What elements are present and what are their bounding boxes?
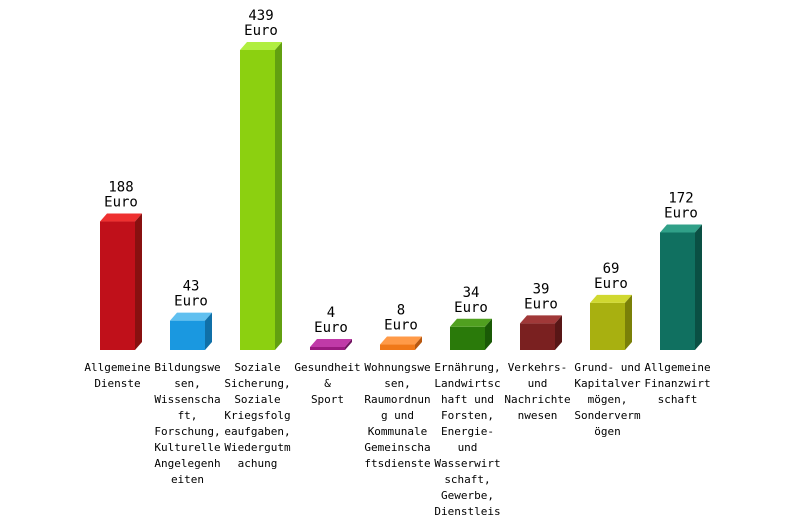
bar-side — [415, 336, 422, 350]
data-label: 39 — [533, 281, 550, 297]
category-label: Finanzwirt — [644, 377, 710, 390]
category-label: ft, — [178, 409, 198, 422]
bar-top — [170, 312, 212, 321]
category-label: Landwirtsc — [434, 377, 500, 390]
category-label: Wasserwirt — [434, 457, 500, 470]
data-label: 188 — [108, 180, 133, 196]
category-label: und — [458, 441, 478, 454]
bar-top — [520, 315, 562, 324]
category-label: Wissenscha — [154, 393, 220, 406]
category-label: schaft — [658, 393, 698, 406]
bar-top — [240, 42, 282, 50]
data-label: 34 — [463, 285, 480, 301]
category-label: ögen — [594, 425, 621, 438]
bar — [450, 326, 485, 350]
category-label: nwesen — [518, 409, 558, 422]
data-label: 43 — [183, 279, 200, 295]
category-label: mögen, — [588, 393, 628, 406]
category-label: Dienstleis — [434, 505, 500, 518]
category-label: Wiedergutm — [224, 441, 291, 454]
data-label-unit: Euro — [454, 300, 488, 316]
bar-side — [135, 213, 142, 350]
category-label: Kommunale — [368, 425, 428, 438]
category-label: Angelegenh — [154, 457, 220, 470]
bar — [520, 323, 555, 350]
data-label-unit: Euro — [664, 205, 698, 221]
category-label: Gewerbe, — [441, 489, 494, 502]
data-label: 439 — [248, 8, 273, 24]
category-label: schaft, — [444, 473, 490, 486]
category-label: eaufgaben, — [224, 425, 290, 438]
bar-side — [695, 224, 702, 350]
category-label: Verkehrs- — [508, 361, 568, 374]
bar-side — [485, 318, 492, 350]
data-label-unit: Euro — [314, 320, 348, 336]
bar-side — [345, 339, 352, 350]
bar — [310, 347, 345, 350]
category-label: g und — [381, 409, 414, 422]
data-label-unit: Euro — [594, 276, 628, 292]
bar — [590, 302, 625, 350]
category-label: Kulturelle — [154, 441, 220, 454]
bar — [170, 320, 205, 350]
bar-top — [590, 294, 632, 303]
category-label: Gesundheit — [294, 361, 360, 374]
bar-side — [275, 42, 282, 350]
category-label: Grund- und — [574, 361, 640, 374]
category-label: & — [324, 377, 331, 390]
data-label: 69 — [603, 261, 620, 277]
category-label: Sicherung, — [224, 377, 290, 390]
category-label: Forsten, — [441, 409, 494, 422]
data-label: 8 — [397, 303, 405, 319]
category-label: Kapitalver — [574, 377, 641, 390]
category-label: Gemeinscha — [364, 441, 430, 454]
category-label: achung — [238, 457, 278, 470]
bar-top — [660, 224, 702, 233]
data-label-unit: Euro — [524, 296, 558, 312]
data-label-unit: Euro — [384, 318, 418, 334]
bar-side — [555, 315, 562, 350]
category-label: Allgemeine — [84, 361, 150, 374]
category-label: Kriegsfolg — [224, 409, 290, 422]
category-label: Forschung, — [154, 425, 220, 438]
category-label: Soziale — [234, 393, 280, 406]
category-label: Sport — [311, 393, 344, 406]
category-label: Sonderverm — [574, 409, 641, 422]
bar — [100, 221, 135, 350]
category-label: Allgemeine — [644, 361, 710, 374]
data-label-unit: Euro — [174, 294, 208, 310]
bar-side — [205, 312, 212, 350]
category-label: Raumordnun — [364, 393, 430, 406]
category-label: sen, — [174, 377, 201, 390]
category-label: eiten — [171, 473, 204, 486]
data-label-unit: Euro — [244, 23, 278, 39]
category-label: Soziale — [234, 361, 280, 374]
bar — [660, 232, 695, 350]
category-label: Energie- — [441, 425, 494, 438]
category-label: Nachrichte — [504, 393, 570, 406]
category-label: ftsdienste — [364, 457, 430, 470]
category-label: sen, — [384, 377, 411, 390]
bar — [380, 344, 415, 350]
bar-top — [380, 336, 422, 345]
data-label-unit: Euro — [104, 195, 138, 211]
category-label: haft und — [441, 393, 494, 406]
category-label: Dienste — [94, 377, 140, 390]
bar — [240, 50, 275, 350]
category-label: Bildungswe — [154, 361, 220, 374]
data-label: 4 — [327, 305, 335, 321]
bar-top — [450, 318, 492, 327]
category-label: Ernährung, — [434, 361, 500, 374]
data-label: 172 — [668, 190, 693, 206]
category-label: und — [528, 377, 548, 390]
bar-side — [625, 294, 632, 350]
bar-top — [310, 339, 352, 347]
bar-top — [100, 213, 142, 222]
category-label: Wohnungswe — [364, 361, 430, 374]
